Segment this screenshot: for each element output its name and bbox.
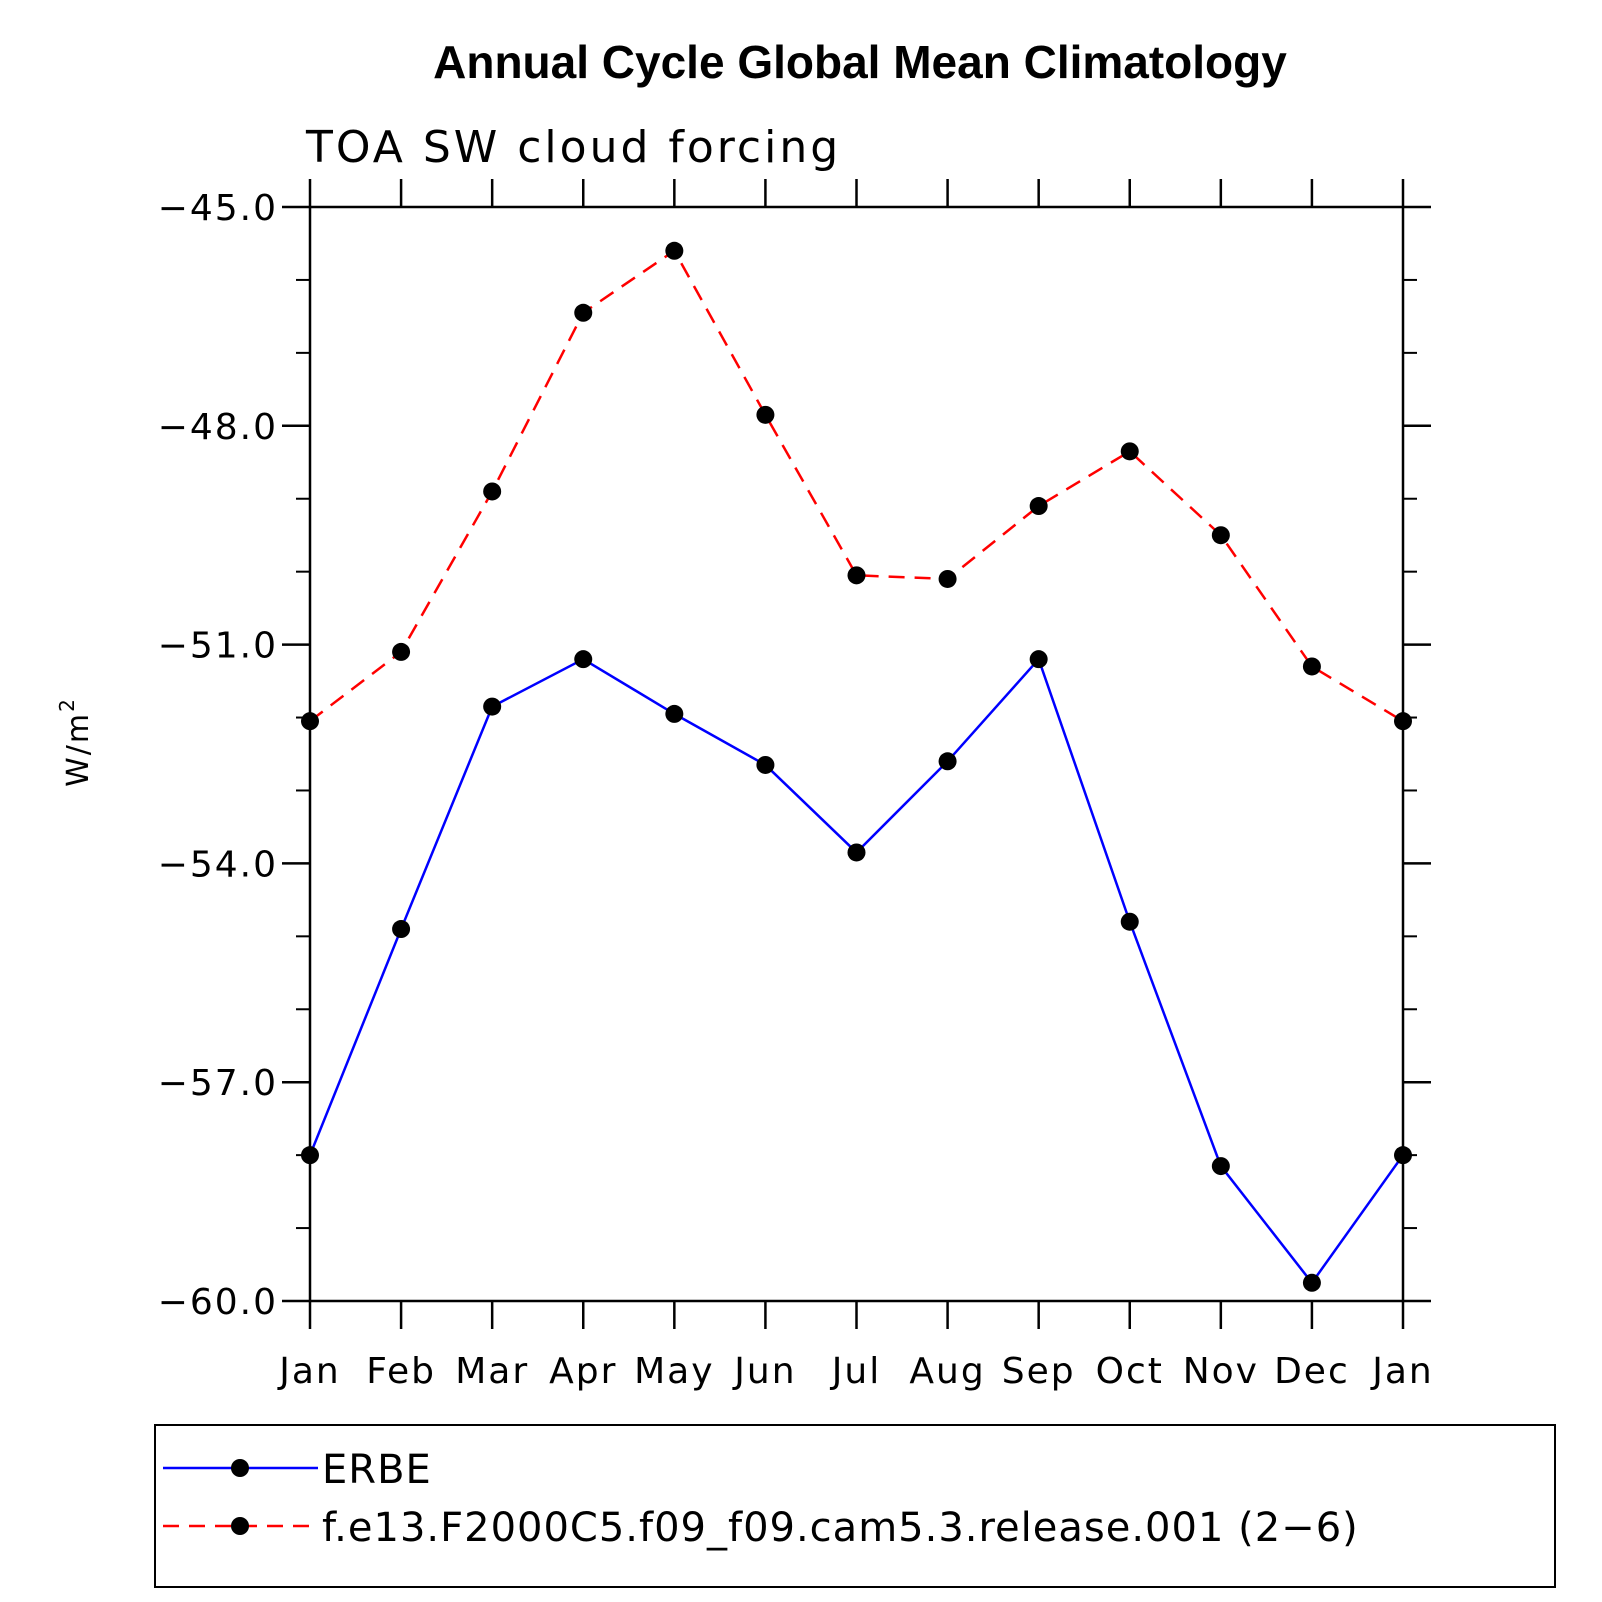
series-0-point bbox=[1029, 650, 1048, 669]
y-tick-label: −51.0 bbox=[158, 626, 278, 667]
series-0-point bbox=[574, 650, 593, 669]
x-tick-label: Jan bbox=[277, 1351, 341, 1392]
legend-box bbox=[154, 1424, 1556, 1588]
y-tick-label: −57.0 bbox=[158, 1063, 278, 1104]
series-0-point bbox=[938, 752, 957, 771]
series-1-point bbox=[1120, 442, 1139, 461]
legend-label-0: ERBE bbox=[322, 1447, 432, 1493]
x-tick-label: Sep bbox=[1002, 1351, 1076, 1392]
series-1-point bbox=[756, 405, 775, 424]
x-tick-label: Jul bbox=[830, 1351, 881, 1392]
series-1-point bbox=[847, 566, 866, 585]
series-1-point bbox=[574, 303, 593, 322]
series-1-point bbox=[392, 642, 411, 661]
x-tick-label: Dec bbox=[1274, 1351, 1350, 1392]
y-tick-label: −60.0 bbox=[158, 1282, 278, 1323]
x-tick-label: Aug bbox=[909, 1351, 985, 1392]
series-line-0 bbox=[308, 656, 1405, 1285]
chart-subtitle: TOA SW cloud forcing bbox=[305, 122, 841, 173]
series-layer bbox=[301, 241, 1412, 1292]
legend: ERBE f.e13.F2000C5.f09_f09.cam5.3.release… bbox=[154, 1424, 1556, 1588]
series-0-point bbox=[1211, 1157, 1230, 1176]
series-0-point bbox=[847, 843, 866, 862]
series-0-point bbox=[392, 920, 411, 939]
x-tick-label: Feb bbox=[366, 1351, 436, 1392]
legend-label-1: f.e13.F2000C5.f09_f09.cam5.3.release.001… bbox=[322, 1505, 1359, 1551]
series-0-point bbox=[483, 697, 502, 716]
series-1-point bbox=[1302, 657, 1321, 676]
x-tick-label: Jun bbox=[732, 1351, 796, 1392]
y-tick-label: −45.0 bbox=[158, 188, 278, 229]
series-0-point bbox=[1394, 1146, 1412, 1165]
series-1-point bbox=[483, 482, 502, 501]
chart-title: Annual Cycle Global Mean Climatology bbox=[433, 36, 1287, 88]
series-0-point bbox=[1302, 1273, 1321, 1292]
legend-marker-1 bbox=[231, 1517, 249, 1535]
plot-axes: Jan Feb Mar Apr May Jun Jul Aug Sep Oct Nov Dec Jan −… bbox=[158, 179, 1434, 1392]
series-1-point bbox=[301, 712, 319, 731]
series-1-point bbox=[1029, 497, 1048, 516]
series-1-point bbox=[665, 241, 684, 260]
x-tick-label: Jan bbox=[1370, 1351, 1434, 1392]
series-1-point bbox=[1394, 712, 1412, 731]
series-0-point bbox=[756, 755, 775, 774]
y-tick-label: −48.0 bbox=[158, 407, 278, 448]
series-line-1 bbox=[309, 248, 1404, 723]
series-0-point bbox=[665, 704, 684, 723]
y-axis-label: W/m2 bbox=[55, 697, 96, 787]
series-1-point bbox=[938, 569, 957, 588]
legend-items: ERBE f.e13.F2000C5.f09_f09.cam5.3.release… bbox=[163, 1447, 1359, 1551]
y-axis-label-superscript: 2 bbox=[55, 697, 79, 712]
x-tick-label: Mar bbox=[455, 1351, 529, 1392]
x-tick-label: Oct bbox=[1096, 1351, 1164, 1392]
x-tick-label: Nov bbox=[1183, 1351, 1259, 1392]
series-1-point bbox=[1211, 526, 1230, 545]
y-tick-label: −54.0 bbox=[158, 844, 278, 885]
legend-marker-0 bbox=[231, 1459, 249, 1477]
series-0-point bbox=[301, 1146, 319, 1165]
x-tick-label: Apr bbox=[549, 1351, 617, 1392]
y-axis-label-unit: W/m bbox=[61, 712, 96, 787]
x-tick-label: May bbox=[634, 1351, 714, 1392]
series-0-point bbox=[1120, 912, 1139, 931]
